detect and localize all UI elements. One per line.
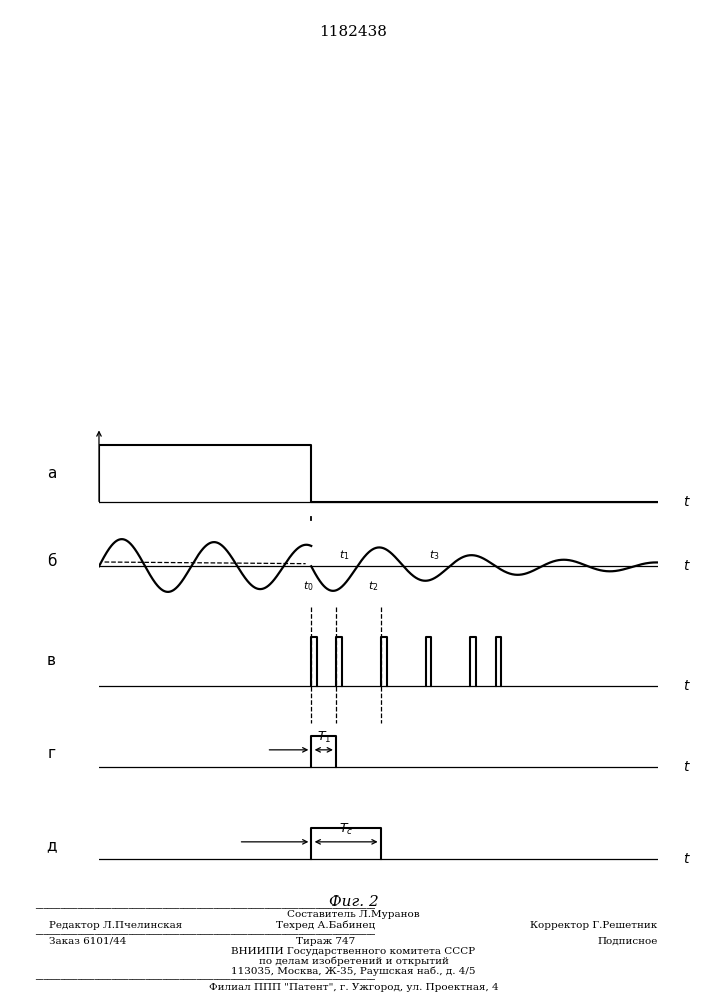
Text: д: д	[46, 838, 57, 853]
Text: $t$: $t$	[683, 852, 691, 866]
Text: $T_c$: $T_c$	[339, 821, 354, 837]
Text: б: б	[47, 554, 56, 569]
Text: Составитель Л.Муранов: Составитель Л.Муранов	[287, 910, 420, 919]
Text: Подписное: Подписное	[597, 937, 658, 946]
Text: а: а	[47, 466, 56, 481]
Text: $t$: $t$	[683, 679, 691, 693]
Text: Редактор Л.Пчелинская: Редактор Л.Пчелинская	[49, 921, 182, 930]
Text: 113035, Москва, Ж-35, Раушская наб., д. 4/5: 113035, Москва, Ж-35, Раушская наб., д. …	[231, 967, 476, 976]
Text: ВНИИПИ Государственного комитета СССР: ВНИИПИ Государственного комитета СССР	[231, 947, 476, 956]
Text: г: г	[47, 746, 56, 761]
Text: Заказ 6101/44: Заказ 6101/44	[49, 937, 127, 946]
Text: Филиал ППП "Патент", г. Ужгород, ул. Проектная, 4: Филиал ППП "Патент", г. Ужгород, ул. Про…	[209, 983, 498, 992]
Text: по делам изобретений и открытий: по делам изобретений и открытий	[259, 957, 448, 966]
Text: ────────────────────────────────────────────────────────────────────────────────: ────────────────────────────────────────…	[35, 906, 375, 912]
Text: 1182438: 1182438	[320, 25, 387, 39]
Text: в: в	[47, 653, 56, 668]
Text: $t_3$: $t_3$	[428, 549, 439, 562]
Text: ────────────────────────────────────────────────────────────────────────────────: ────────────────────────────────────────…	[35, 932, 375, 938]
Text: Корректор Г.Решетник: Корректор Г.Решетник	[530, 921, 658, 930]
Text: $t_0$: $t_0$	[303, 579, 314, 593]
Text: $t$: $t$	[683, 559, 691, 573]
Text: ────────────────────────────────────────────────────────────────────────────────: ────────────────────────────────────────…	[35, 977, 375, 983]
Text: $t$: $t$	[683, 495, 691, 509]
Text: $t$: $t$	[683, 760, 691, 774]
Text: Фиг. 2: Фиг. 2	[329, 895, 378, 909]
Text: $T_1$: $T_1$	[317, 729, 331, 745]
Text: $t_1$: $t_1$	[339, 549, 350, 562]
Text: Тираж 747: Тираж 747	[296, 937, 355, 946]
Text: Техред А.Бабинец: Техред А.Бабинец	[276, 921, 375, 930]
Text: $t_2$: $t_2$	[368, 579, 378, 593]
